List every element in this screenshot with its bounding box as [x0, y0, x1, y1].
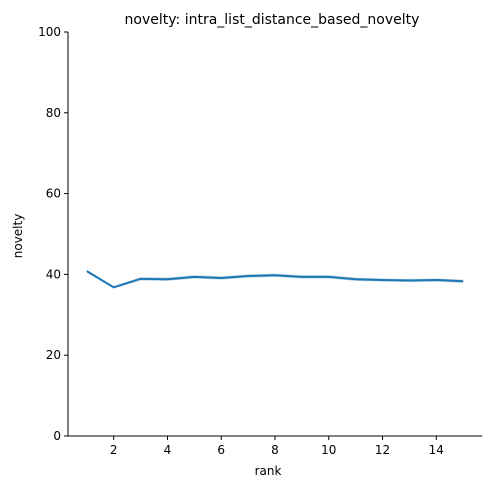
y-tick-label: 20 [46, 348, 61, 362]
y-tick-label: 0 [53, 429, 61, 443]
x-tick-label: 2 [110, 443, 118, 457]
x-axis-title: rank [255, 464, 282, 478]
y-tick-label: 100 [38, 25, 61, 39]
y-axis-ticks: 0 20 40 60 80 100 [38, 25, 68, 443]
y-axis-title: novelty [11, 214, 25, 259]
x-tick-label: 4 [164, 443, 172, 457]
x-tick-label: 12 [375, 443, 390, 457]
plot-area [86, 269, 464, 289]
x-tick-label: 10 [321, 443, 336, 457]
x-tick-label: 14 [429, 443, 444, 457]
x-tick-label: 8 [271, 443, 279, 457]
x-axis-ticks: 2 4 6 8 10 12 14 [110, 436, 444, 457]
y-tick-label: 80 [46, 106, 61, 120]
x-tick-label: 6 [217, 443, 225, 457]
y-tick-label: 40 [46, 267, 61, 281]
y-tick-label: 60 [46, 187, 61, 201]
chart-title: novelty: intra_list_distance_based_novel… [125, 12, 420, 28]
